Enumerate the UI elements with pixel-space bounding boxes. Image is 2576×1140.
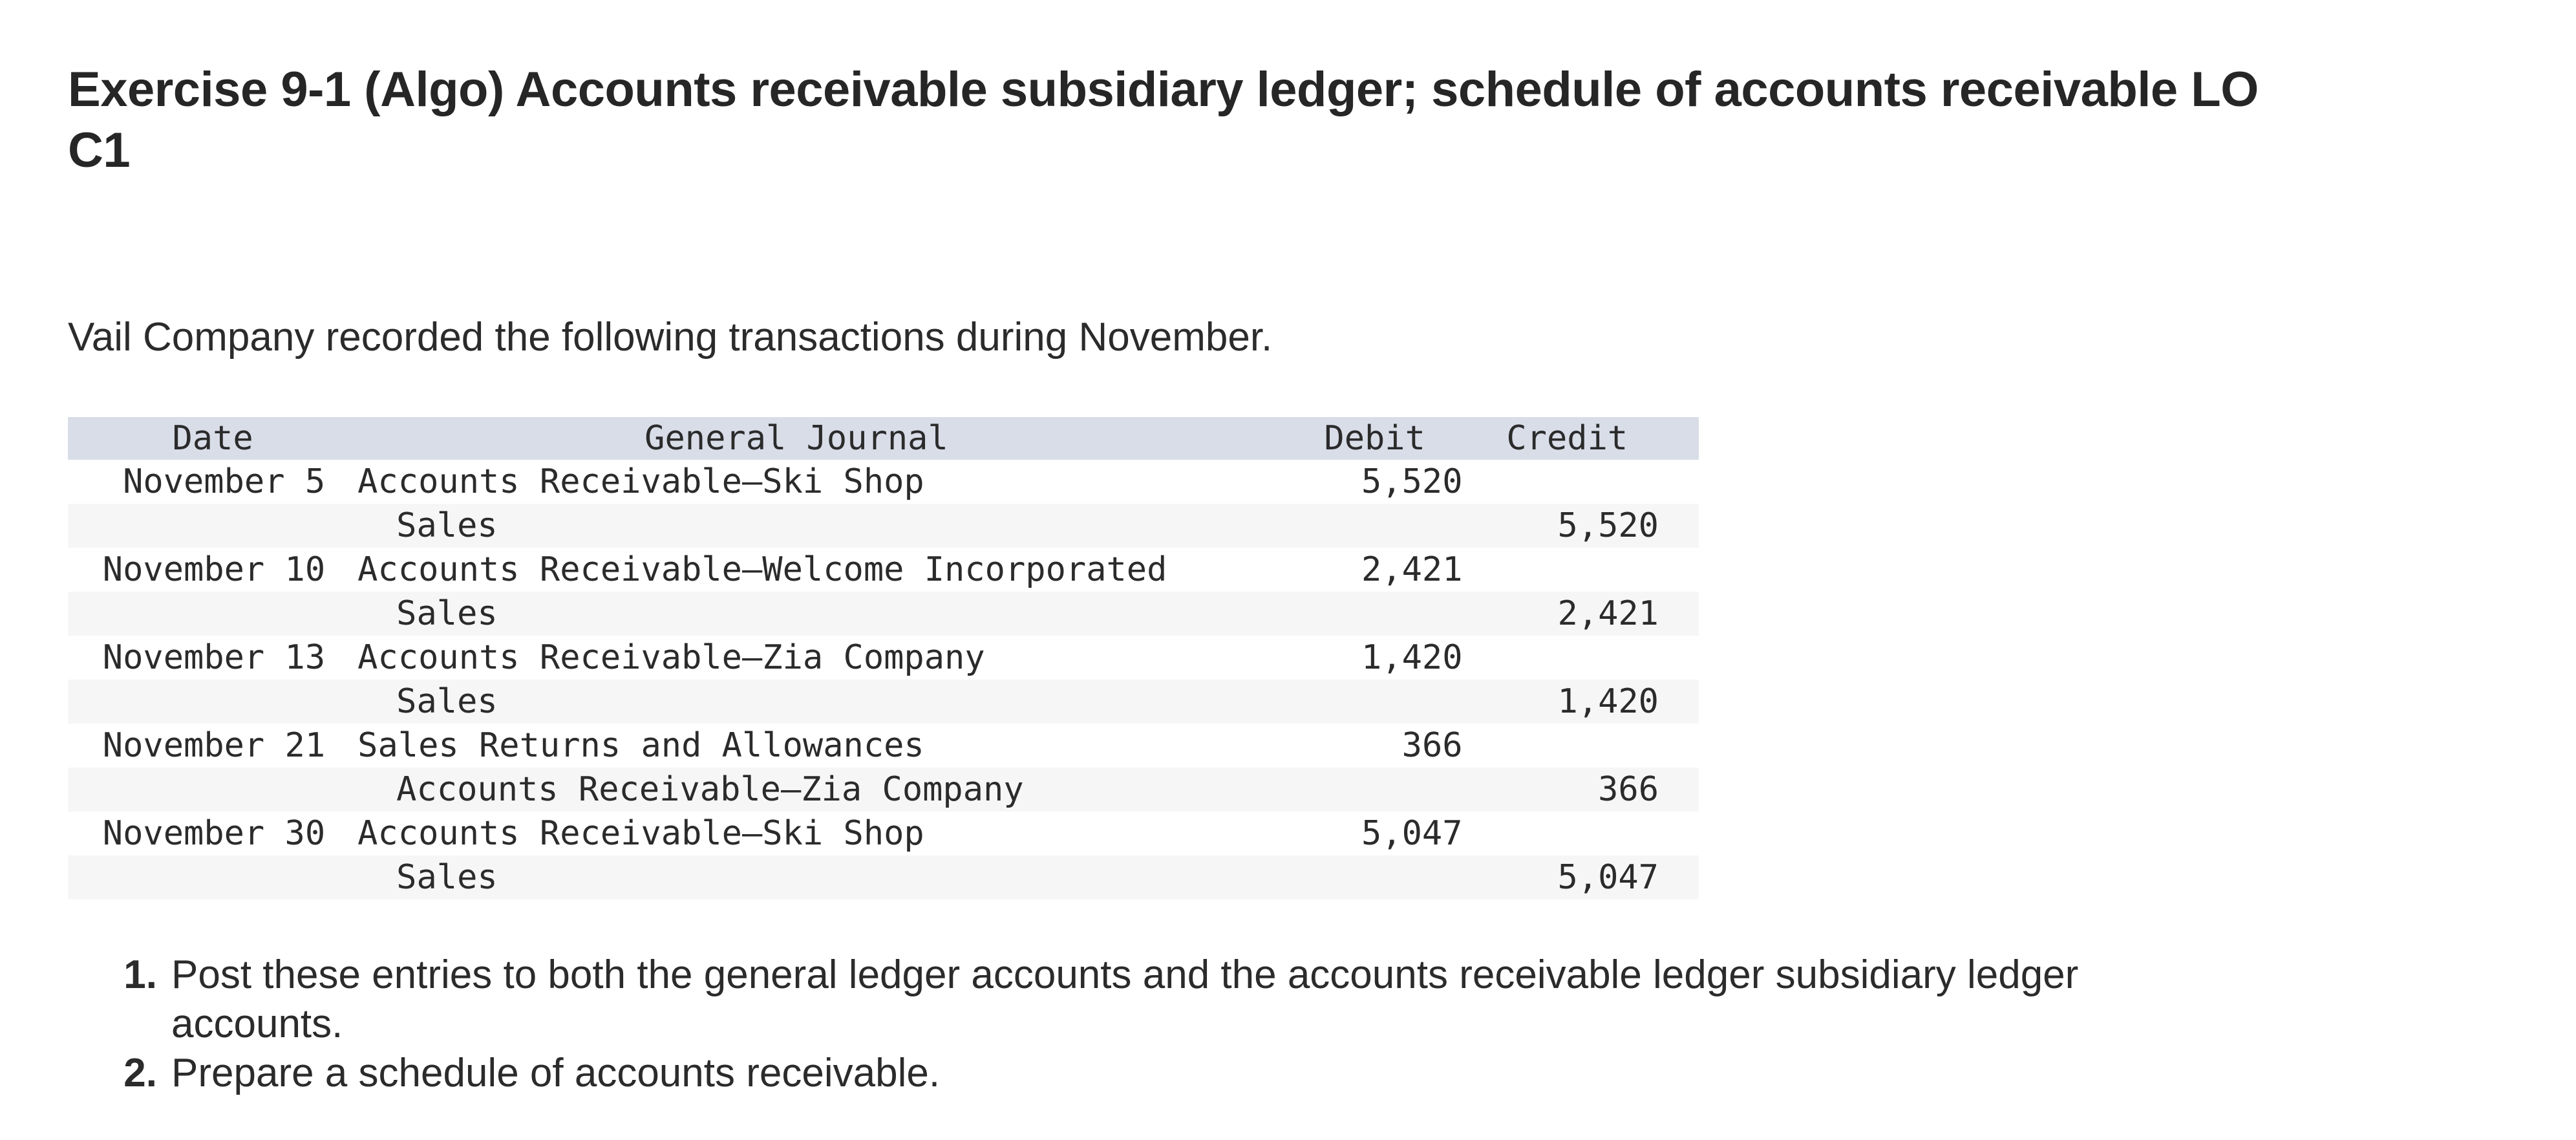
general-journal-table: Date General Journal Debit Credit Novemb…: [68, 417, 1699, 899]
entry-credit: [1476, 812, 1699, 855]
journal-row: November 10 Accounts Receivable–Welcome …: [68, 548, 1699, 592]
journal-row: Sales 2,421: [68, 592, 1699, 636]
entry-account: Accounts Receivable–Ski Shop: [357, 462, 924, 501]
instruction-text: Post these entries to both the general l…: [171, 952, 2079, 1046]
entry-date: November 13: [102, 638, 326, 677]
entry-credit: [1476, 460, 1699, 504]
entry-debit: 2,421: [1361, 550, 1463, 589]
entry-date: [68, 855, 357, 899]
header-date: Date: [172, 419, 253, 458]
exercise-intro: Vail Company recorded the following tran…: [68, 315, 1273, 360]
journal-row: Sales 1,420: [68, 680, 1699, 724]
entry-date: [68, 504, 357, 548]
entry-credit: [1476, 636, 1699, 680]
entry-debit: [1235, 855, 1476, 899]
entry-date: November 5: [123, 462, 326, 501]
entry-debit: [1235, 592, 1476, 636]
entry-credit: 5,047: [1557, 858, 1659, 897]
instruction-text: Prepare a schedule of accounts receivabl…: [171, 1051, 941, 1095]
entry-credit: [1476, 548, 1699, 592]
entry-credit: 1,420: [1557, 682, 1659, 721]
entry-account: Accounts Receivable–Ski Shop: [357, 814, 924, 853]
entry-debit: 5,047: [1361, 814, 1463, 853]
header-credit: Credit: [1506, 419, 1628, 458]
journal-row: November 13 Accounts Receivable–Zia Comp…: [68, 636, 1699, 680]
entry-debit: [1235, 768, 1476, 812]
entry-credit: 2,421: [1557, 594, 1659, 633]
entry-debit: [1235, 680, 1476, 724]
journal-row: November 21 Sales Returns and Allowances…: [68, 724, 1699, 768]
entry-debit: [1235, 504, 1476, 548]
entry-account: Sales: [396, 858, 498, 897]
entry-date: [68, 592, 357, 636]
instruction-number: 1.: [123, 952, 157, 997]
entry-account: Sales: [396, 506, 498, 545]
journal-header-row: Date General Journal Debit Credit: [68, 417, 1699, 460]
entry-account: Sales: [396, 594, 498, 633]
header-debit: Debit: [1324, 419, 1425, 458]
entry-date: [68, 768, 357, 812]
entry-date: November 10: [102, 550, 326, 589]
entry-account: Accounts Receivable–Zia Company: [357, 638, 985, 677]
journal-row: Sales 5,520: [68, 504, 1699, 548]
instructions-list: 1. Post these entries to both the genera…: [110, 951, 2178, 1098]
journal-row: November 30 Accounts Receivable–Ski Shop…: [68, 812, 1699, 855]
exercise-title: Exercise 9-1 (Algo) Accounts receivable …: [68, 62, 2259, 178]
entry-account: Accounts Receivable–Welcome Incorporated: [357, 550, 1167, 589]
entry-account: Sales: [396, 682, 498, 721]
entry-debit: 1,420: [1361, 638, 1463, 677]
entry-credit: 5,520: [1557, 506, 1659, 545]
instruction-number: 2.: [123, 1051, 157, 1095]
entry-credit: 366: [1598, 770, 1659, 809]
entry-date: November 30: [102, 814, 326, 853]
entry-date: November 21: [102, 726, 326, 765]
entry-debit: 5,520: [1361, 462, 1463, 501]
entry-date: [68, 680, 357, 724]
journal-row: Accounts Receivable–Zia Company 366: [68, 768, 1699, 812]
header-general-journal: General Journal: [644, 419, 948, 458]
entry-account: Sales Returns and Allowances: [357, 726, 924, 765]
journal-row: November 5 Accounts Receivable–Ski Shop …: [68, 460, 1699, 504]
entry-debit: 366: [1401, 726, 1463, 765]
entry-account: Accounts Receivable–Zia Company: [396, 770, 1024, 809]
instruction-item: 1. Post these entries to both the genera…: [110, 951, 2178, 1049]
entry-credit: [1476, 724, 1699, 768]
instruction-item: 2. Prepare a schedule of accounts receiv…: [110, 1049, 2178, 1098]
journal-row: Sales 5,047: [68, 855, 1699, 899]
